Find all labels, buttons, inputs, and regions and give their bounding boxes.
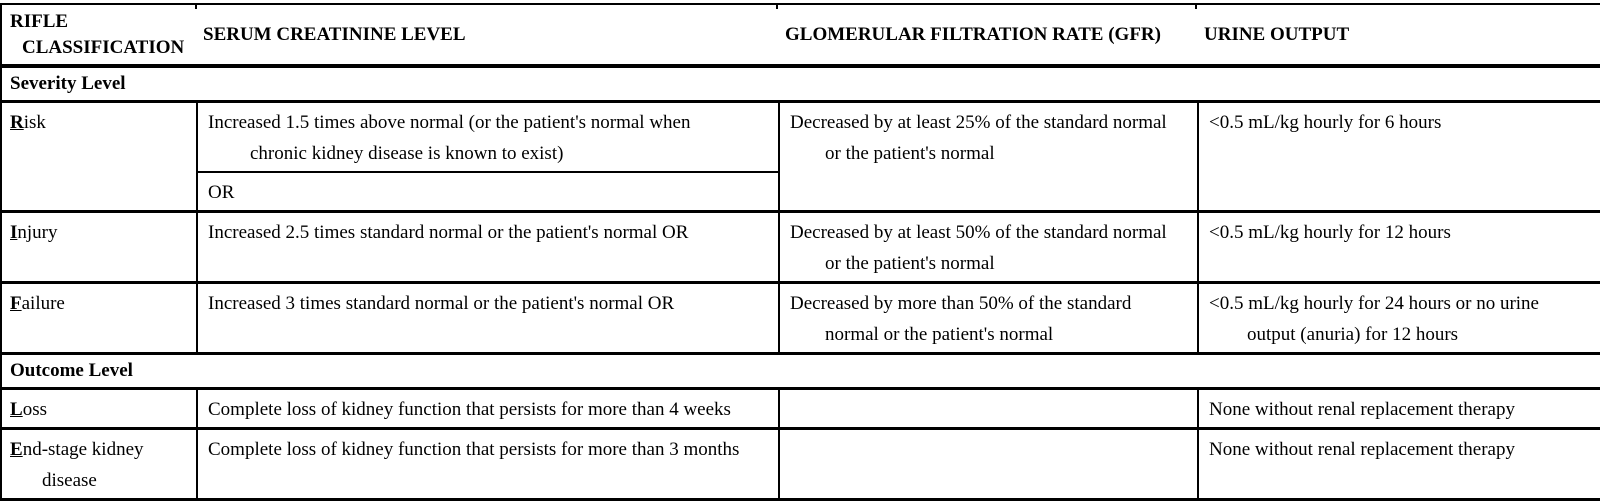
- cell-line: chronic kidney disease is known to exist…: [250, 143, 564, 164]
- top-border-tick: [776, 3, 778, 9]
- label-lead-letter: R: [10, 112, 24, 133]
- cell-endstage-serum: Complete loss of kidney function that pe…: [196, 427, 780, 501]
- label-lead-letter: L: [10, 399, 23, 420]
- cell-line: None without renal replacement therapy: [1209, 439, 1515, 460]
- table-row-endstage: End-stage kidney disease Complete loss o…: [0, 427, 1600, 501]
- cell-failure-label: Failure: [0, 281, 198, 355]
- label-rest: ailure: [21, 293, 65, 314]
- header-line: CLASSIFICATION: [22, 36, 185, 58]
- top-border-tick: [1195, 3, 1197, 9]
- cell-injury-serum: Increased 2.5 times standard normal or t…: [196, 210, 780, 284]
- label-rest: oss: [22, 399, 47, 420]
- table-row-failure: Failure Increased 3 times standard norma…: [0, 281, 1600, 355]
- cell-endstage-label: End-stage kidney disease: [0, 427, 198, 501]
- label-lead-letter: I: [10, 222, 18, 243]
- label-rest: nd-stage kidney: [22, 439, 144, 460]
- header-line: RIFLE: [10, 10, 69, 32]
- cell-line: <0.5 mL/kg hourly for 6 hours: [1209, 112, 1442, 133]
- cell-loss-serum: Complete loss of kidney function that pe…: [196, 387, 780, 430]
- rifle-classification-document: RIFLE CLASSIFICATION SERUM CREATININE LE…: [0, 3, 1600, 501]
- cell-line: Complete loss of kidney function that pe…: [208, 439, 740, 460]
- cell-risk-label: Risk: [0, 100, 198, 213]
- section-row-outcome: Outcome Level: [0, 352, 1600, 390]
- cell-line: Decreased by at least 25% of the standar…: [790, 112, 1167, 133]
- cell-line: Decreased by more than 50% of the standa…: [790, 293, 1132, 314]
- cell-line: End-stage kidney: [10, 434, 192, 465]
- cell-injury-urine: <0.5 mL/kg hourly for 12 hours: [1197, 210, 1600, 284]
- cell-line: Increased 1.5 times above normal (or the…: [208, 112, 691, 133]
- cell-line: Increased 3 times standard normal or the…: [208, 293, 675, 314]
- cell-risk-urine: <0.5 mL/kg hourly for 6 hours: [1197, 100, 1600, 213]
- cell-line: output (anuria) for 12 hours: [1247, 324, 1459, 345]
- cell-risk-or: OR: [196, 171, 780, 213]
- cell-loss-urine: None without renal replacement therapy: [1197, 387, 1600, 430]
- section-row-severity: Severity Level: [0, 64, 1600, 103]
- cell-line: <0.5 mL/kg hourly for 12 hours: [1209, 222, 1451, 243]
- cell-endstage-urine: None without renal replacement therapy: [1197, 427, 1600, 501]
- cell-line: OR: [208, 182, 235, 203]
- cell-loss-gfr-empty: [778, 387, 1199, 430]
- top-border-tick: [195, 3, 197, 9]
- cell-line: disease: [42, 470, 97, 491]
- cell-line: or the patient's normal: [825, 253, 995, 274]
- section-label-severity: Severity Level: [0, 64, 1600, 103]
- cell-risk-gfr: Decreased by at least 25% of the standar…: [778, 100, 1199, 213]
- cell-risk-serum: Increased 1.5 times above normal (or the…: [196, 100, 780, 173]
- table-row-risk: Risk Increased 1.5 times above normal (o…: [0, 100, 1600, 213]
- table-row-injury: Injury Increased 2.5 times standard norm…: [0, 210, 1600, 284]
- cell-line: or the patient's normal: [825, 143, 995, 164]
- cell-line: normal or the patient's normal: [825, 324, 1054, 345]
- table-row-loss: Loss Complete loss of kidney function th…: [0, 387, 1600, 430]
- cell-injury-label: Injury: [0, 210, 198, 284]
- table-row-risk-or: OR: [1, 171, 1600, 213]
- cell-line: Increased 2.5 times standard normal or t…: [208, 222, 689, 243]
- header-row: RIFLE CLASSIFICATION SERUM CREATININE LE…: [1, 4, 1600, 68]
- cell-line: <0.5 mL/kg hourly for 24 hours or no uri…: [1209, 293, 1539, 314]
- cell-injury-gfr: Decreased by at least 50% of the standar…: [778, 210, 1199, 284]
- header-serum-creatinine: SERUM CREATININE LEVEL: [197, 4, 779, 68]
- cell-line: Complete loss of kidney function that pe…: [208, 399, 731, 420]
- cell-line: Decreased by at least 50% of the standar…: [790, 222, 1167, 243]
- header-gfr: GLOMERULAR FILTRATION RATE (GFR): [779, 4, 1198, 68]
- label-rest: isk: [23, 112, 46, 133]
- section-label-outcome: Outcome Level: [0, 352, 1600, 390]
- label-lead-letter: E: [10, 439, 23, 460]
- header-urine-output: URINE OUTPUT: [1198, 4, 1600, 68]
- header-rifle-classification: RIFLE CLASSIFICATION: [1, 4, 197, 68]
- cell-loss-label: Loss: [0, 387, 198, 430]
- label-lead-letter: F: [10, 293, 22, 314]
- cell-failure-gfr: Decreased by more than 50% of the standa…: [778, 281, 1199, 355]
- cell-failure-serum: Increased 3 times standard normal or the…: [196, 281, 780, 355]
- cell-endstage-gfr-empty: [778, 427, 1199, 501]
- rifle-classification-table: RIFLE CLASSIFICATION SERUM CREATININE LE…: [0, 3, 1600, 501]
- label-rest: njury: [17, 222, 58, 243]
- cell-failure-urine: <0.5 mL/kg hourly for 24 hours or no uri…: [1197, 281, 1600, 355]
- cell-line: None without renal replacement therapy: [1209, 399, 1515, 420]
